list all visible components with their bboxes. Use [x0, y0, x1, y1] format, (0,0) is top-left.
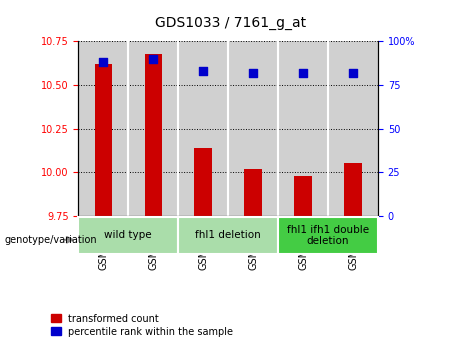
- Bar: [344, 163, 362, 216]
- Bar: [278, 41, 328, 216]
- Bar: [295, 176, 312, 216]
- Point: [100, 60, 107, 65]
- Legend: transformed count, percentile rank within the sample: transformed count, percentile rank withi…: [51, 314, 233, 337]
- Point: [300, 70, 307, 76]
- Text: genotype/variation: genotype/variation: [5, 235, 97, 245]
- Bar: [178, 217, 278, 254]
- Point: [200, 68, 207, 74]
- Bar: [145, 53, 162, 216]
- Point: [150, 56, 157, 61]
- Bar: [78, 41, 128, 216]
- Bar: [295, 176, 312, 216]
- Text: wild type: wild type: [105, 230, 152, 240]
- Bar: [195, 148, 212, 216]
- Bar: [78, 217, 178, 254]
- Bar: [328, 41, 378, 216]
- Bar: [244, 169, 262, 216]
- Bar: [128, 41, 178, 216]
- Bar: [145, 53, 162, 216]
- Bar: [228, 41, 278, 216]
- Point: [349, 70, 357, 76]
- Bar: [178, 41, 228, 216]
- Bar: [344, 163, 362, 216]
- Point: [249, 70, 257, 76]
- Text: GDS1033 / 7161_g_at: GDS1033 / 7161_g_at: [155, 16, 306, 30]
- Text: fhl1 deletion: fhl1 deletion: [195, 230, 261, 240]
- Bar: [278, 217, 378, 254]
- Text: fhl1 ifh1 double
deletion: fhl1 ifh1 double deletion: [287, 225, 369, 246]
- Bar: [244, 169, 262, 216]
- Bar: [95, 64, 112, 216]
- Bar: [195, 148, 212, 216]
- Bar: [95, 64, 112, 216]
